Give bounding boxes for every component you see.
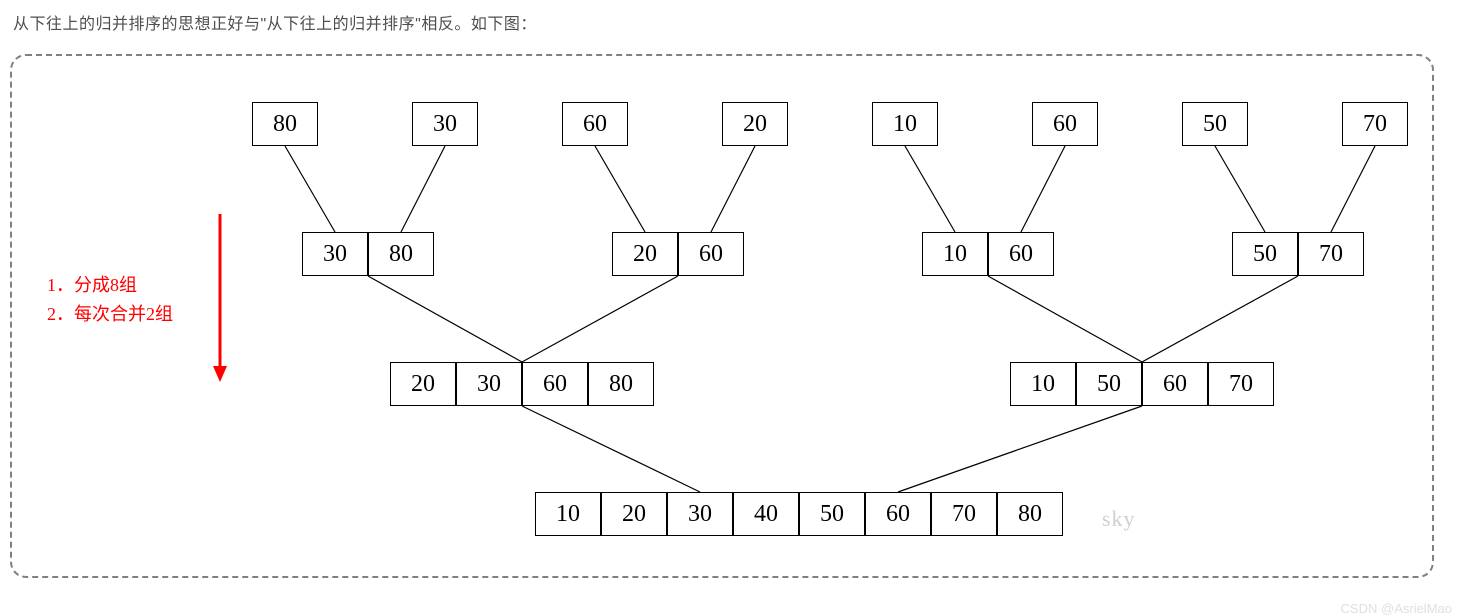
cell: 20 xyxy=(612,232,678,276)
watermark-text: sky xyxy=(1102,506,1136,532)
cell: 50 xyxy=(799,492,865,536)
cell: 80 xyxy=(368,232,434,276)
annotation-block: 1．分成8组 2．每次合并2组 xyxy=(47,271,173,329)
merge-sort-diagram: 1．分成8组 2．每次合并2组 sky 80306020106050703080… xyxy=(10,54,1434,578)
cell: 70 xyxy=(1208,362,1274,406)
cell: 10 xyxy=(535,492,601,536)
cell: 70 xyxy=(1342,102,1408,146)
cell: 30 xyxy=(667,492,733,536)
cell: 80 xyxy=(997,492,1063,536)
cell: 60 xyxy=(1142,362,1208,406)
cell: 50 xyxy=(1232,232,1298,276)
cell: 60 xyxy=(522,362,588,406)
cell: 20 xyxy=(390,362,456,406)
cell: 60 xyxy=(865,492,931,536)
annotation-line-2: 2．每次合并2组 xyxy=(47,300,173,329)
cell: 10 xyxy=(872,102,938,146)
cell: 70 xyxy=(1298,232,1364,276)
cell: 40 xyxy=(733,492,799,536)
cell: 80 xyxy=(588,362,654,406)
intro-text: 从下往上的归并排序的思想正好与"从下往上的归并排序"相反。如下图： xyxy=(13,10,1452,34)
annotation-line-1: 1．分成8组 xyxy=(47,271,173,300)
cell: 60 xyxy=(988,232,1054,276)
cell: 20 xyxy=(601,492,667,536)
cell: 60 xyxy=(678,232,744,276)
cell: 30 xyxy=(456,362,522,406)
cell: 50 xyxy=(1182,102,1248,146)
cell: 20 xyxy=(722,102,788,146)
cell: 60 xyxy=(1032,102,1098,146)
cell: 60 xyxy=(562,102,628,146)
cell: 30 xyxy=(412,102,478,146)
cell: 30 xyxy=(302,232,368,276)
cell: 70 xyxy=(931,492,997,536)
cell: 10 xyxy=(1010,362,1076,406)
cell: 80 xyxy=(252,102,318,146)
cell: 50 xyxy=(1076,362,1142,406)
cell: 10 xyxy=(922,232,988,276)
